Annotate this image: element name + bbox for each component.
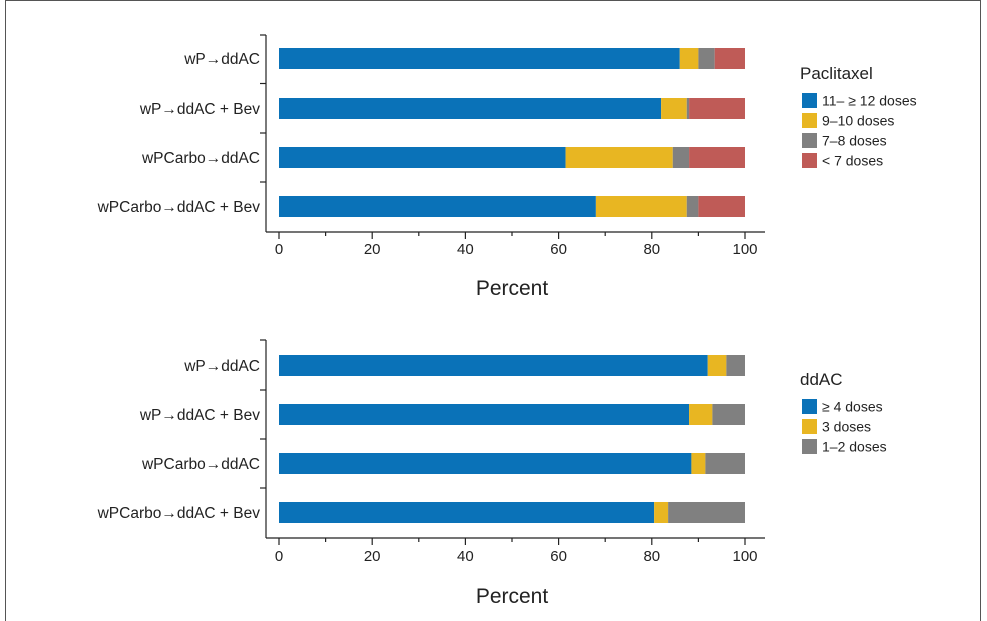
bar-segment-3 — [726, 355, 745, 376]
category-label: wPCarbo→ddAC + Bev — [97, 199, 261, 216]
legend-title: ddAC — [800, 370, 843, 389]
bar-segment-4 — [698, 196, 745, 217]
bar-segment-2 — [689, 404, 713, 425]
bar-segment-1 — [279, 502, 655, 523]
bar-segment-1 — [279, 355, 708, 376]
legend-label: 9–10 doses — [822, 113, 894, 129]
bar-segment-2 — [707, 355, 727, 376]
x-tick-label: 20 — [364, 241, 381, 258]
bar-segment-2 — [595, 196, 687, 217]
bar-segment-2 — [661, 98, 687, 119]
legend-label: 11– ≥ 12 doses — [822, 93, 917, 109]
category-label: wP→ddAC + Bev — [139, 407, 260, 424]
x-tick-label: 60 — [550, 548, 567, 565]
x-tick-label: 60 — [550, 241, 567, 258]
legend-swatch — [802, 133, 817, 148]
x-tick-label: 40 — [457, 241, 474, 258]
bar-segment-2 — [654, 502, 669, 523]
x-tick-label: 0 — [275, 548, 283, 565]
bar-segment-1 — [279, 453, 692, 474]
chart-2: 0 20 40 60 80 100 Percent wP→ddAC wP→ddAC + Bev w… — [97, 339, 887, 608]
x-tick-label: 80 — [643, 548, 660, 565]
legend-swatch — [802, 439, 817, 454]
x-tick-label: 100 — [732, 241, 757, 258]
bar-segment-1 — [279, 98, 662, 119]
bar-segment-1 — [279, 48, 680, 69]
x-tick-label: 80 — [643, 241, 660, 258]
x-tick-label: 0 — [275, 241, 283, 258]
figure-frame — [5, 0, 981, 621]
bar-segment-3 — [668, 502, 745, 523]
category-label: wP→ddAC — [183, 51, 260, 68]
x-tick-label: 40 — [457, 548, 474, 565]
category-label: wP→ddAC + Bev — [139, 101, 260, 118]
bar-segment-3 — [672, 147, 690, 168]
legend-swatch — [802, 93, 817, 108]
x-axis-title: Percent — [476, 585, 549, 608]
bar-segment-2 — [679, 48, 699, 69]
x-tick-label: 20 — [364, 548, 381, 565]
legend-title: Paclitaxel — [800, 64, 873, 83]
category-label: wP→ddAC — [183, 358, 260, 375]
category-label: wPCarbo→ddAC + Bev — [97, 505, 261, 522]
bar-segment-1 — [279, 404, 690, 425]
bar-segment-3 — [698, 48, 715, 69]
legend-label: 1–2 doses — [822, 439, 887, 455]
legend-label: 3 doses — [822, 419, 871, 435]
bar-segment-3 — [686, 196, 699, 217]
bar-segment-2 — [691, 453, 706, 474]
legend-label: < 7 doses — [822, 153, 883, 169]
category-label: wPCarbo→ddAC — [141, 456, 260, 473]
bar-segment-4 — [689, 98, 745, 119]
legend-swatch — [802, 113, 817, 128]
chart-1: 0 20 40 60 80 100 Percent wP→ddAC wP→ddAC + Bev w… — [97, 34, 917, 300]
legend-label: ≥ 4 doses — [822, 399, 883, 415]
bar-segment-4 — [689, 147, 745, 168]
bar-segment-3 — [712, 404, 745, 425]
category-label: wPCarbo→ddAC — [141, 150, 260, 167]
bar-segment-3 — [705, 453, 745, 474]
x-axis-title: Percent — [476, 277, 549, 300]
bar-segment-2 — [565, 147, 673, 168]
bar-segment-1 — [279, 196, 596, 217]
bar-segment-3 — [686, 98, 690, 119]
legend-swatch — [802, 419, 817, 434]
legend-swatch — [802, 399, 817, 414]
bar-segment-4 — [714, 48, 745, 69]
x-tick-label: 100 — [732, 548, 757, 565]
legend-swatch — [802, 153, 817, 168]
bar-segment-1 — [279, 147, 566, 168]
legend-label: 7–8 doses — [822, 133, 887, 149]
